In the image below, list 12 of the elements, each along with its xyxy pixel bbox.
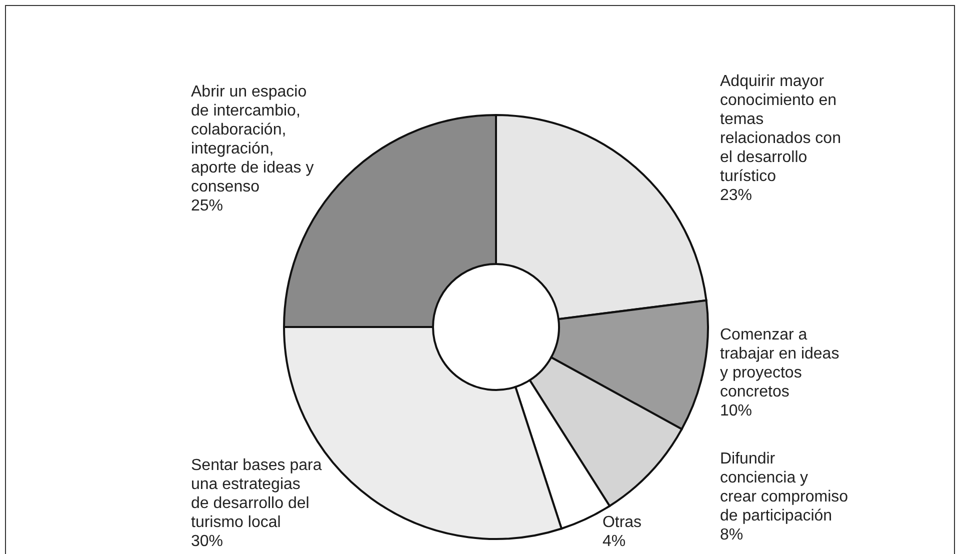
data-label: 30%: [191, 533, 224, 550]
slice-label: Difundir conciencia y crear compromiso de participación: [720, 450, 848, 525]
data-label: 23%: [720, 186, 752, 204]
slice-label: Abrir un espacio de intercambio, colaboración, integración, aporte de ideas y consenso: [191, 84, 314, 196]
slice-label: Sentar bases para una estrategias de desarrollo del turismo local: [191, 457, 322, 531]
data-label: 10%: [720, 402, 752, 420]
slice-label: Otras: [602, 514, 642, 531]
data-label: 4%: [602, 533, 626, 550]
data-label: 8%: [720, 526, 744, 544]
data-label: 25%: [191, 198, 224, 215]
slice-label: Adquirir mayor conocimiento en temas relacionados con el desarrollo turístico: [720, 72, 841, 185]
slice-label: Comenzar a trabajar en ideas y proyectos concretos: [720, 326, 840, 400]
